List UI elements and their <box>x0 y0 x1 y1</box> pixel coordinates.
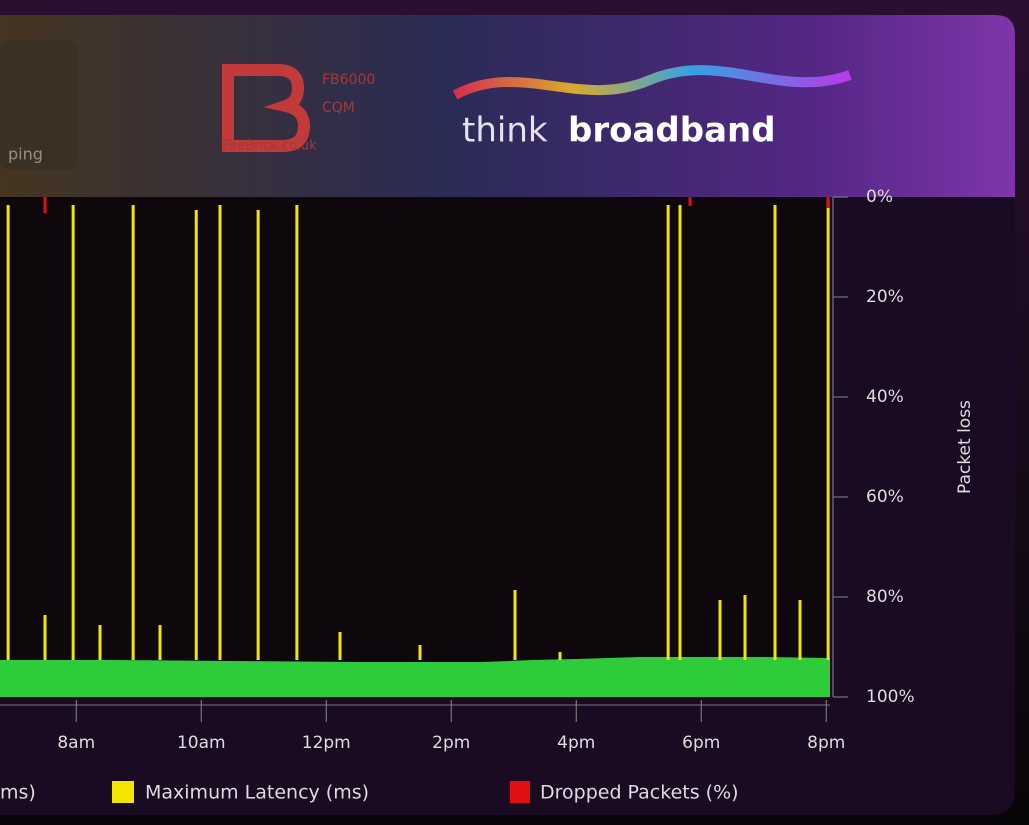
y-tick-label: 60% <box>866 487 904 507</box>
x-tick-label: 6pm <box>682 733 720 753</box>
legend-label: Maximum Latency (ms) <box>145 782 369 804</box>
x-tick-label: 10am <box>177 733 226 753</box>
firebrick-logo <box>222 64 311 152</box>
dropped-packet <box>688 197 692 206</box>
plot-area <box>0 197 830 697</box>
x-tick-label: 2pm <box>432 733 470 753</box>
y-tick-label: 40% <box>866 387 904 407</box>
x-tick-label: 4pm <box>557 733 595 753</box>
y-axis-title: Packet loss <box>955 400 975 494</box>
left-box <box>0 40 77 170</box>
logo-think: think <box>462 111 548 151</box>
dropped-packet <box>826 197 830 208</box>
brand-site: FireBrick.co.uk <box>222 139 317 154</box>
logo-swirl <box>452 65 852 100</box>
legend-swatch <box>510 781 530 803</box>
y-tick-label: 20% <box>866 287 904 307</box>
y-tick-label: 80% <box>866 587 904 607</box>
legend-label: Dropped Packets (%) <box>540 782 739 804</box>
dropped-packet <box>43 197 47 213</box>
logo-broadband: broadband <box>568 111 776 151</box>
left-label: ping <box>8 145 43 164</box>
brand-sub: CQM <box>322 100 355 116</box>
y-tick-label: 100% <box>866 687 915 707</box>
y-tick-label: 0% <box>866 187 893 207</box>
brand-model: FB6000 <box>322 72 375 88</box>
legend-swatch <box>112 781 134 803</box>
latency-area <box>0 657 830 697</box>
x-tick-label: 8pm <box>807 733 845 753</box>
x-tick-label: 8am <box>57 733 95 753</box>
header-band <box>0 15 1015 197</box>
legend-label: ms) <box>0 782 36 804</box>
x-tick-label: 12pm <box>302 733 351 753</box>
